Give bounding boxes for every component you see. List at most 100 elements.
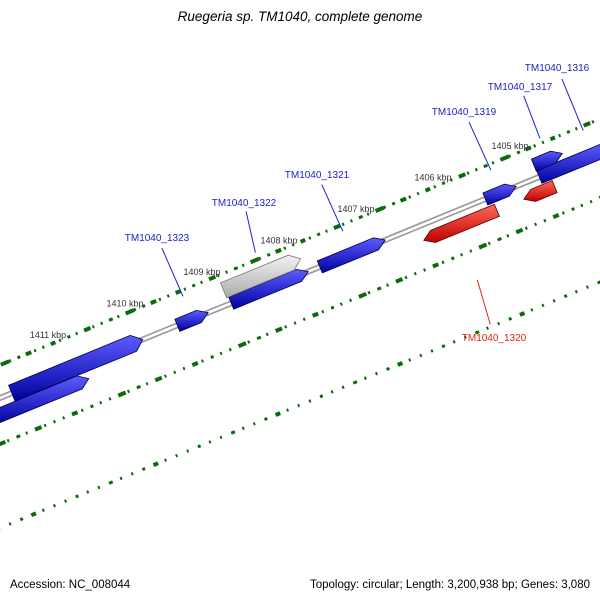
gene-label[interactable]: TM1040_1316	[525, 63, 590, 74]
feature-tick	[145, 382, 149, 386]
page-title: Ruegeria sp. TM1040, complete genome	[177, 9, 423, 24]
feature-tick	[152, 461, 159, 467]
feature-tick	[515, 227, 524, 235]
feature-tick	[183, 287, 187, 291]
feature-tick	[233, 266, 239, 271]
feature-tick	[549, 135, 556, 142]
gene-arrow-TM1040_1317[interactable]	[530, 150, 563, 172]
accession-text: Accession: NC_008044	[10, 579, 131, 591]
scale-label: 1406 kbp	[414, 172, 451, 182]
feature-tick	[566, 130, 571, 134]
gene-label[interactable]: TM1040_1323	[125, 233, 190, 244]
feature-tick	[228, 347, 232, 352]
feature-tick	[71, 410, 79, 417]
feature-tick	[252, 422, 256, 426]
gene-arrow-TM1040_1320[interactable]	[423, 203, 500, 243]
feature-tick	[8, 359, 12, 363]
feature-tick	[283, 246, 287, 250]
feature-tick	[175, 453, 179, 458]
feature-tick	[563, 294, 568, 298]
feature-tick	[8, 522, 12, 526]
feature-tick	[508, 154, 512, 158]
feature-tick	[293, 321, 297, 325]
feature-tick	[219, 435, 223, 440]
feature-tick	[299, 238, 306, 244]
footer: Accession: NC_008044 Topology: circular;…	[0, 572, 600, 600]
gene-label-leader	[321, 184, 344, 232]
gene-arrow-TM1040_1321[interactable]	[316, 237, 386, 274]
gene-arrow-TM1040_1319[interactable]	[482, 183, 517, 206]
feature-tick	[182, 366, 186, 371]
feature-tick	[469, 249, 473, 253]
feature-tick	[339, 302, 343, 306]
gene-label[interactable]: TM1040_1319	[432, 107, 497, 118]
feature-tick	[126, 389, 131, 394]
feature-tick	[395, 277, 404, 284]
feature-tick	[41, 508, 45, 512]
gene-arrow[interactable]	[523, 180, 558, 202]
feature-tick	[25, 431, 29, 435]
feature-tick	[366, 212, 370, 216]
feature-tick	[263, 417, 268, 421]
feature-tick	[341, 385, 345, 390]
feature-tick	[249, 256, 260, 265]
feature-tick	[58, 338, 62, 343]
feature-tick	[358, 291, 368, 299]
feature-tick	[396, 361, 404, 367]
feature-tick	[450, 256, 455, 261]
gene-arrow-TM1040_1322[interactable]	[219, 254, 302, 299]
feature-tick	[316, 232, 321, 237]
feature-tick	[474, 167, 478, 172]
feature-tick	[452, 340, 456, 344]
feature-tick	[311, 311, 319, 318]
feature-tick	[241, 426, 245, 431]
feature-tick	[491, 161, 495, 165]
feature-tick	[191, 361, 199, 367]
gene-arrow-TM1040_1323[interactable]	[174, 309, 209, 332]
feature-tick	[585, 285, 589, 289]
scale-label: 1405 kbp	[491, 141, 528, 151]
feature-tick	[0, 439, 7, 447]
feature-tick	[419, 353, 423, 358]
gene-label[interactable]: TM1040_1317	[488, 82, 553, 93]
feature-tick	[376, 286, 382, 291]
gene-arrow[interactable]	[0, 375, 90, 426]
feature-tick	[286, 408, 290, 412]
feature-tick	[62, 416, 66, 420]
gene-arrow[interactable]	[8, 334, 144, 402]
feature-tick	[141, 304, 146, 308]
feature-tick	[441, 260, 445, 265]
feature-tick	[117, 390, 127, 398]
feature-tick	[325, 229, 328, 233]
feature-tick	[541, 140, 545, 145]
feature-tick	[302, 317, 306, 322]
feature-tick	[321, 309, 325, 314]
gene-label[interactable]: TM1040_1322	[212, 198, 277, 209]
feature-tick	[97, 485, 101, 490]
feature-tick	[119, 476, 123, 481]
feature-tick	[89, 404, 94, 409]
gene-label-leader	[476, 279, 491, 325]
feature-tick	[533, 144, 537, 148]
gene-arrow-TM1040_1316[interactable]	[536, 143, 600, 184]
feature-tick	[291, 243, 295, 247]
feature-tick	[386, 366, 390, 371]
feature-tick	[166, 294, 170, 298]
feature-tick	[200, 359, 205, 363]
feature-tick	[30, 511, 37, 518]
feature-tick	[589, 199, 593, 204]
scale-label: 1410 kbp	[106, 299, 143, 309]
feature-tick	[441, 181, 446, 186]
feature-tick	[274, 247, 282, 254]
feature-tick	[208, 440, 212, 444]
gene-label[interactable]: TM1040_1320	[462, 333, 527, 344]
feature-tick	[154, 375, 163, 383]
feature-tick	[75, 494, 80, 499]
feature-tick	[449, 178, 453, 182]
feature-tick	[308, 399, 312, 403]
feature-tick	[363, 376, 367, 380]
feature-tick	[487, 241, 491, 246]
gene-label[interactable]: TM1040_1321	[285, 170, 350, 181]
feature-tick	[552, 299, 556, 303]
